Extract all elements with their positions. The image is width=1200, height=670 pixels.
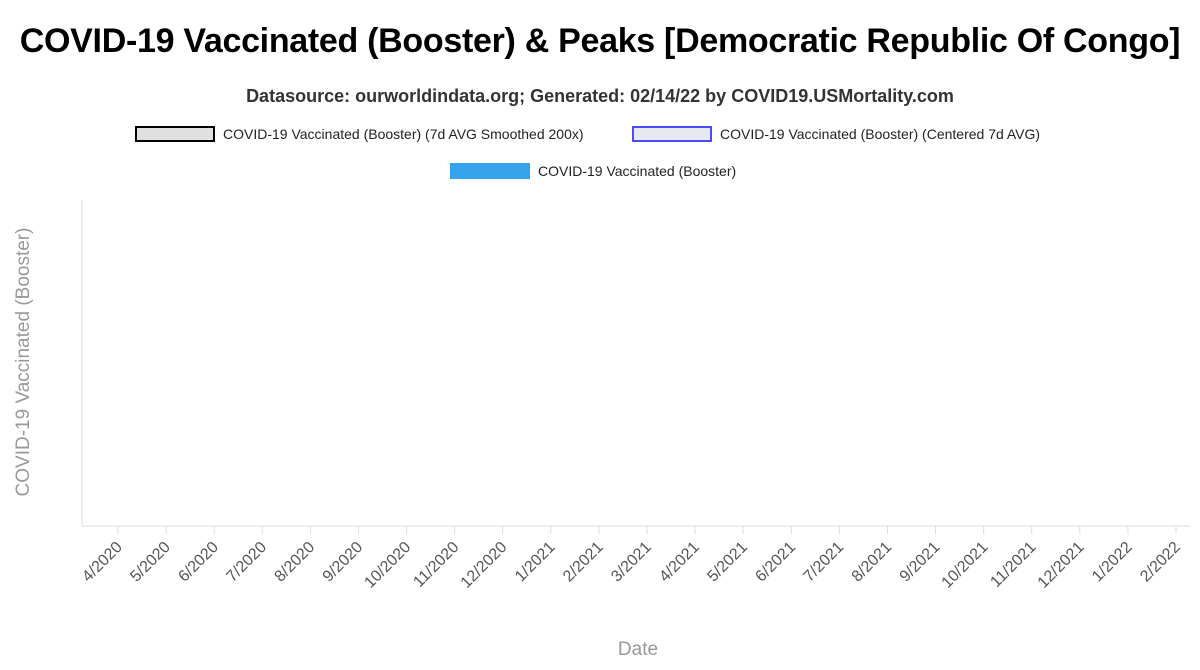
x-tick-label: 10/2020: [361, 539, 414, 592]
x-tick-label: 7/2020: [223, 539, 270, 586]
x-axis-label: Date: [617, 639, 659, 660]
x-tick-label: 5/2020: [127, 539, 174, 586]
x-tick-label: 1/2022: [1089, 539, 1136, 586]
x-axis-ticks: 4/2020 5/2020 6/2020 7/2020 8/2020 9/202010/2…: [79, 526, 1184, 592]
x-tick-label: 2/2022: [1137, 539, 1184, 586]
x-tick-label: 1/2021: [512, 539, 559, 586]
x-tick-label: 6/2021: [752, 539, 799, 586]
legend-swatch-centered: [632, 126, 712, 142]
legend-label-centered: COVID-19 Vaccinated (Booster) (Centered …: [720, 126, 1041, 142]
y-axis-label: COVID-19 Vaccinated (Booster): [13, 227, 34, 497]
x-tick-label: 2/2021: [560, 539, 607, 586]
legend-item-centered[interactable]: COVID-19 Vaccinated (Booster) (Centered …: [632, 126, 1040, 142]
x-tick-label: 8/2021: [849, 539, 896, 586]
x-tick-label: 12/2020: [458, 539, 511, 592]
x-tick-label: 6/2020: [175, 539, 222, 586]
x-tick-label: 10/2021: [939, 539, 992, 592]
x-tick-label: 3/2021: [608, 539, 655, 586]
x-tick-label: 5/2021: [704, 539, 751, 586]
x-tick-label: 4/2021: [656, 539, 703, 586]
legend-item-booster[interactable]: COVID-19 Vaccinated (Booster): [450, 163, 736, 179]
legend-label-booster: COVID-19 Vaccinated (Booster): [538, 163, 737, 179]
chart-subtitle: Datasource: ourworldindata.org; Generate…: [246, 86, 954, 106]
x-tick-label: 11/2020: [410, 539, 462, 591]
x-tick-label: 4/2020: [79, 539, 126, 586]
x-tick-label: 9/2021: [897, 539, 944, 586]
chart-title: COVID-19 Vaccinated (Booster) & Peaks [D…: [19, 22, 1181, 60]
x-tick-label: 11/2021: [987, 539, 1039, 591]
x-tick-label: 7/2021: [801, 539, 848, 586]
legend-label-smoothed: COVID-19 Vaccinated (Booster) (7d AVG Sm…: [223, 126, 584, 142]
legend-swatch-smoothed: [135, 126, 215, 142]
x-tick-label: 9/2020: [320, 539, 367, 586]
x-tick-label: 12/2021: [1035, 539, 1088, 592]
legend-swatch-booster: [450, 163, 530, 179]
x-tick-label: 8/2020: [272, 539, 319, 586]
legend-item-smoothed[interactable]: COVID-19 Vaccinated (Booster) (7d AVG Sm…: [135, 126, 584, 142]
